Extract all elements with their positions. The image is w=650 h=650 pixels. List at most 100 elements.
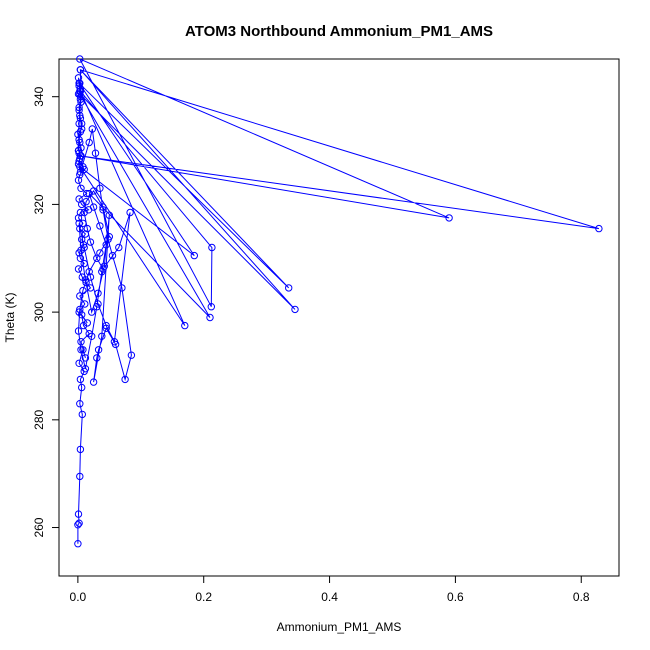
data-point [207,303,216,311]
data-point [595,224,603,233]
data-point [76,400,84,408]
data-point [76,66,85,74]
data-point [76,445,85,454]
data-point [76,163,84,171]
data-point [75,79,83,87]
x-tick-label: 0.2 [195,590,212,604]
y-tick-label: 320 [32,194,46,214]
data-point [86,238,95,246]
data-point [75,82,83,90]
data-point [77,346,85,354]
data-point [127,351,136,359]
data-point [77,93,85,101]
data-point [77,184,85,193]
data-point [76,224,84,233]
y-tick-label: 340 [32,86,46,106]
data-point [75,195,83,203]
data-point [93,254,101,262]
data-point [80,259,88,268]
data-point [79,286,87,295]
data-point [76,168,85,176]
data-point [285,284,293,292]
data-point [99,203,107,211]
data-point [96,249,104,257]
data-point [76,111,84,120]
data-point [102,241,110,249]
data-point [98,268,106,276]
data-point [74,327,83,335]
data-point [76,152,85,160]
data-point [74,146,83,155]
data-point [74,74,83,82]
data-point [76,55,84,63]
data-point [91,149,100,157]
data-point [85,138,93,147]
x-axis: 0.0 0.2 0.4 0.6 0.8 [70,575,590,604]
data-point [75,103,83,112]
data-point [110,338,119,346]
data-point [88,308,96,316]
data-point [76,472,84,481]
data-point [94,289,102,297]
x-tick-label: 0.0 [70,590,87,604]
data-point [76,375,85,384]
data-point [81,354,90,362]
x-tick-label: 0.8 [573,590,590,604]
data-point [99,206,107,214]
data-point [76,114,85,122]
data-point [96,222,104,230]
data-point [190,251,199,260]
y-axis: 260 280 300 320 340 [32,86,60,538]
chart-title: ATOM3 Northbound Ammonium_PM1_AMS [185,23,493,40]
data-point [78,410,87,419]
data-point [83,224,92,233]
x-tick-label: 0.4 [321,590,338,604]
data-point [78,235,86,244]
data-point [82,198,90,206]
data-point [445,214,453,222]
y-tick-label: 260 [32,517,46,537]
data-point [74,176,83,184]
data-point [75,359,83,367]
x-axis-label: Ammonium_PM1_AMS [277,620,402,634]
data-point [102,324,110,332]
x-tick-label: 0.6 [447,590,464,604]
data-point [74,510,83,518]
data-point [89,378,98,386]
data-point [85,268,93,276]
data-point [76,87,85,96]
data-point [78,119,86,128]
data-point [81,365,90,373]
data-point [85,189,93,198]
data-point [80,208,88,217]
data-point [181,321,189,330]
data-point [75,136,83,144]
y-axis-label: Theta (K) [3,292,17,342]
y-tick-label: 280 [32,409,46,429]
data-point [83,189,91,198]
data-point [74,540,82,548]
data-point [76,208,85,217]
data-point [121,375,129,384]
data-point [108,251,117,260]
y-tick-label: 300 [32,302,46,322]
data-point [86,284,95,292]
data-point [291,305,299,314]
data-point [74,521,82,529]
data-point [76,95,85,104]
data-point [76,254,85,262]
data-point [85,330,93,338]
data-point [75,219,83,228]
data-point [206,313,214,322]
data-point [77,338,85,346]
data-point [76,128,85,136]
data-point [76,171,84,179]
data-point [89,203,98,211]
data-point [93,303,101,311]
data-point [88,125,97,133]
data-point [76,305,84,314]
data-point [76,154,84,163]
data-point [79,346,87,354]
